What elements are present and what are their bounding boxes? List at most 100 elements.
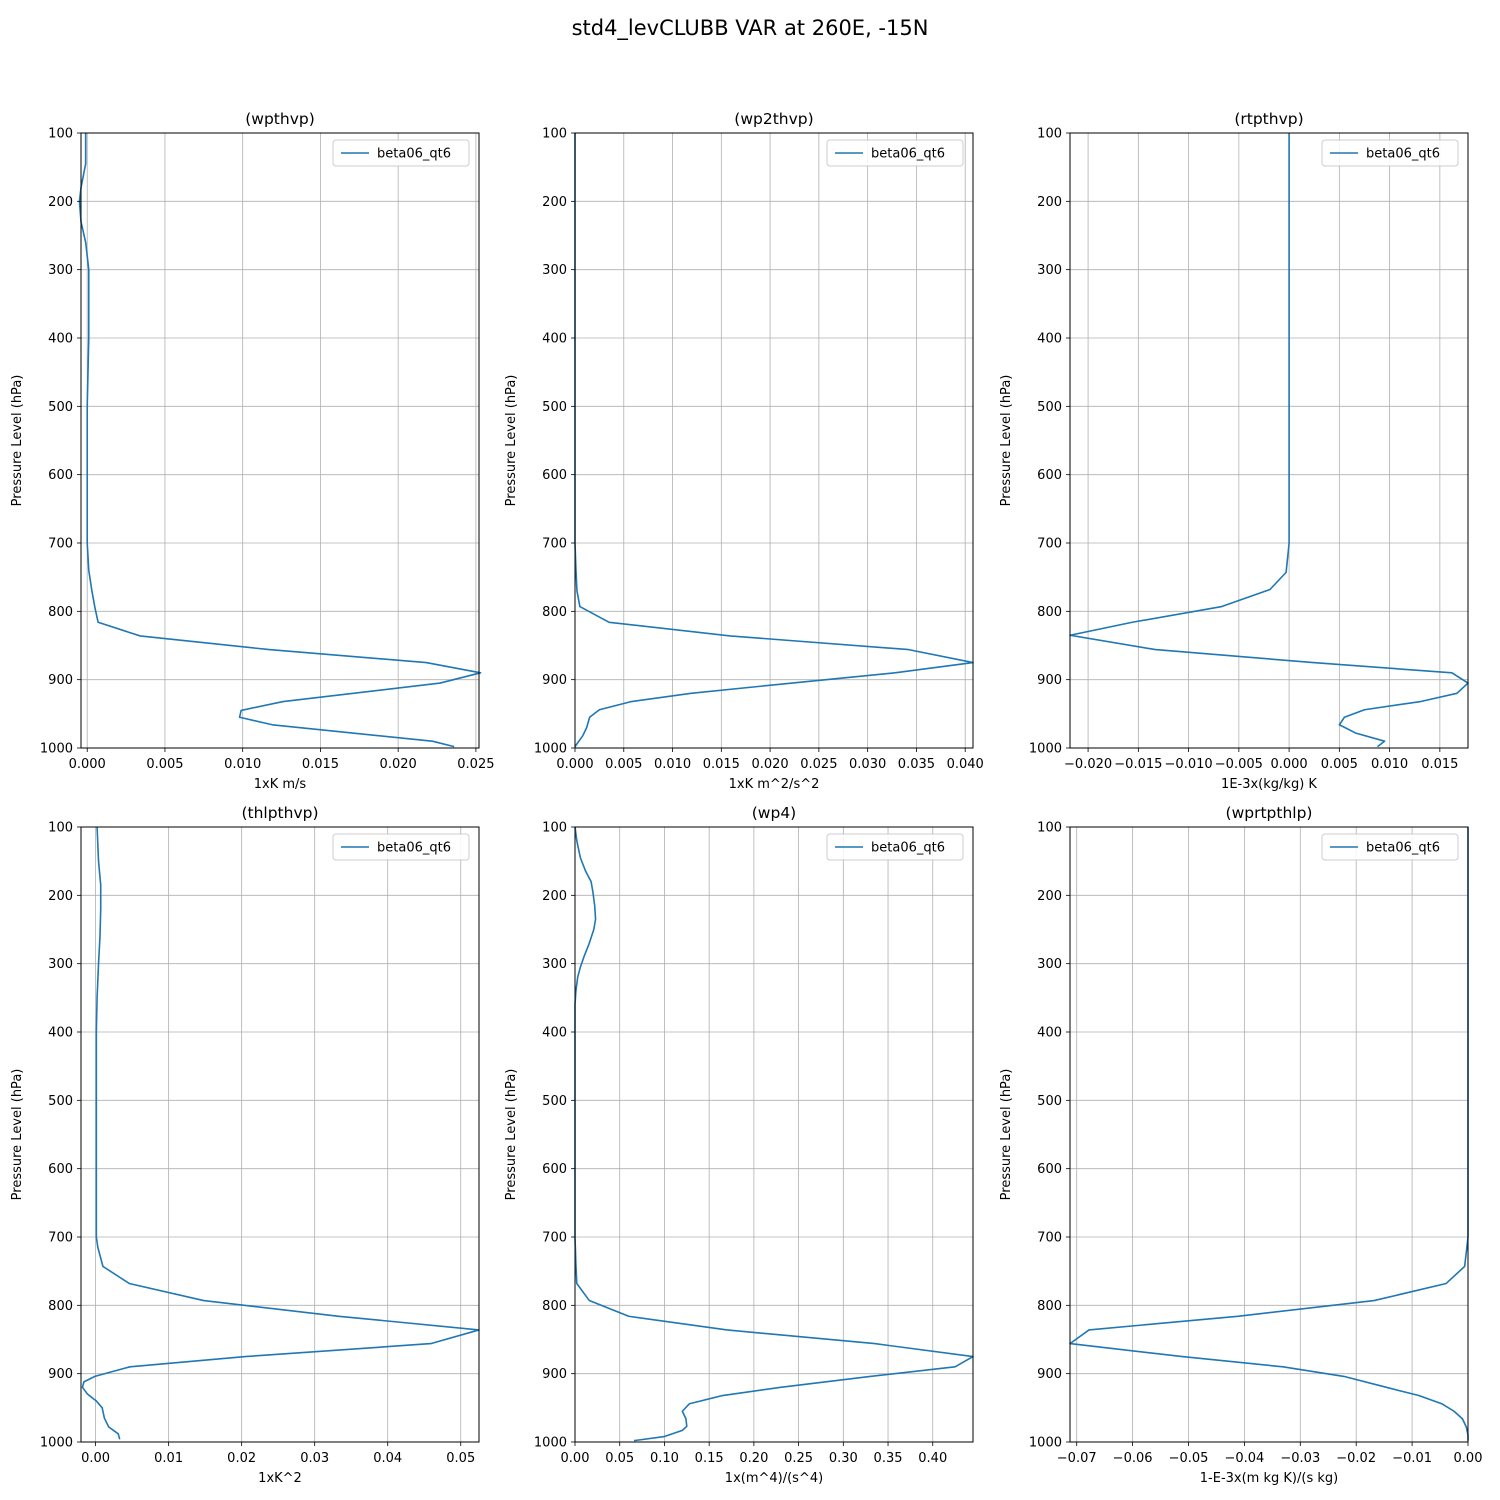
y-tick-label: 900 (542, 1367, 567, 1382)
y-tick-label: 300 (542, 263, 567, 278)
subplot-6: −0.07 −0.06 −0.05 −0.04 −0.03 −0.02 −0.01 0.00 1… (999, 804, 1482, 1486)
y-tick-label: 600 (542, 1162, 567, 1177)
y-tick-label: 200 (1037, 889, 1062, 904)
y-tick-label: 700 (48, 537, 73, 552)
x-tick-label: 0.020 (380, 757, 417, 772)
y-tick-label: 700 (1037, 1231, 1062, 1246)
x-axis-label: 1xK m/s (254, 777, 307, 792)
x-tick-label: −0.015 (1114, 757, 1162, 772)
y-tick-label: 500 (1037, 400, 1062, 415)
axes-frame (1069, 826, 1469, 1443)
y-axis-label: Pressure Level (hPa) (999, 1069, 1014, 1201)
y-tick-label: 400 (48, 1026, 73, 1041)
x-tick-label: 0.05 (605, 1451, 634, 1466)
x-tick-label: −0.010 (1165, 757, 1213, 772)
y-tick-label: 300 (1037, 957, 1062, 972)
y-tick-label: 500 (48, 1094, 73, 1109)
x-tick-label: 0.40 (918, 1451, 947, 1466)
y-tick-label: 400 (1037, 332, 1062, 347)
x-tick-label: 0.00 (561, 1451, 590, 1466)
x-tick-label: 0.10 (650, 1451, 679, 1466)
y-tick-label: 800 (1037, 605, 1062, 620)
y-tick-label: 1000 (1029, 742, 1062, 757)
legend: beta06_qt6 (332, 139, 470, 167)
x-axis-label: 1E-3x(kg/kg) K (1221, 777, 1317, 792)
y-tick-label: 200 (48, 195, 73, 210)
y-tick-label: 100 (542, 127, 567, 142)
y-tick-label: 1000 (40, 742, 73, 757)
legend-entry-label: beta06_qt6 (871, 147, 945, 162)
subplot-3: −0.020 −0.015 −0.010 −0.005 0.000 0.005 0.010 0… (999, 110, 1469, 792)
x-tick-label: 0.015 (302, 757, 339, 772)
series-line-beta06_qt6 (1069, 133, 1469, 748)
y-tick-label: 1000 (40, 1436, 73, 1451)
subplot-title: (thlpthvp) (241, 804, 318, 822)
x-tick-label: 0.015 (1421, 757, 1458, 772)
y-tick-label: 600 (1037, 1162, 1062, 1177)
axes-frame (80, 132, 480, 749)
y-tick-label: 1000 (534, 742, 567, 757)
axes-frame (574, 132, 974, 749)
x-axis-label: 1xK m^2/s^2 (729, 777, 820, 792)
x-tick-label: 0.30 (829, 1451, 858, 1466)
x-tick-label: 0.010 (224, 757, 261, 772)
legend-box (332, 833, 470, 861)
y-tick-label: 400 (542, 1026, 567, 1041)
x-tick-label: −0.03 (1280, 1451, 1320, 1466)
x-tick-label: 0.010 (654, 757, 691, 772)
figure-title: std4_levCLUBB VAR at 260E, -15N (571, 16, 929, 40)
legend: beta06_qt6 (1321, 139, 1459, 167)
series-line-beta06_qt6 (574, 826, 974, 1442)
legend-box (826, 833, 964, 861)
y-tick-label: 100 (48, 821, 73, 836)
legend-entry-label: beta06_qt6 (1366, 841, 1440, 856)
y-tick-label: 400 (542, 332, 567, 347)
subplot-2: 0.000 0.005 0.010 0.015 0.020 0.025 0.030 0.035… (504, 110, 984, 792)
x-tick-label: 0.010 (1371, 757, 1408, 772)
legend-entry-label: beta06_qt6 (871, 841, 945, 856)
y-axis-label: Pressure Level (hPa) (999, 375, 1014, 507)
x-tick-label: 0.35 (874, 1451, 903, 1466)
x-tick-label: 0.25 (784, 1451, 813, 1466)
x-tick-label: −0.05 (1169, 1451, 1209, 1466)
subplot-title: (wpthvp) (245, 110, 315, 128)
y-tick-label: 900 (1037, 673, 1062, 688)
y-tick-label: 500 (48, 400, 73, 415)
legend: beta06_qt6 (332, 833, 470, 861)
x-tick-label: 0.01 (154, 1451, 183, 1466)
y-axis-label: Pressure Level (hPa) (504, 375, 519, 507)
x-axis-label: 1xK^2 (258, 1471, 302, 1486)
y-tick-label: 800 (48, 605, 73, 620)
x-axis-label: 1-E-3x(m kg K)/(s kg) (1200, 1471, 1338, 1486)
x-tick-label: −0.01 (1392, 1451, 1432, 1466)
x-tick-label: −0.02 (1336, 1451, 1376, 1466)
x-tick-label: 0.030 (849, 757, 886, 772)
x-tick-label: 0.005 (1321, 757, 1358, 772)
subplot-title: (wp4) (752, 804, 796, 822)
y-tick-label: 800 (542, 1299, 567, 1314)
y-tick-label: 1000 (534, 1436, 567, 1451)
y-tick-label: 100 (1037, 127, 1062, 142)
y-tick-label: 900 (48, 1367, 73, 1382)
legend-box (332, 139, 470, 167)
y-tick-label: 100 (1037, 821, 1062, 836)
x-tick-label: −0.07 (1057, 1451, 1097, 1466)
y-tick-label: 800 (542, 605, 567, 620)
y-tick-label: 100 (542, 821, 567, 836)
axes-frame (574, 826, 974, 1443)
y-tick-label: 400 (1037, 1026, 1062, 1041)
subplot-5: 0.00 0.05 0.10 0.15 0.20 0.25 0.30 0.35 0.40 100 2… (504, 804, 974, 1486)
legend-entry-label: beta06_qt6 (377, 147, 451, 162)
y-tick-label: 700 (542, 537, 567, 552)
legend-box (1321, 139, 1459, 167)
subplot-4: 0.00 0.01 0.02 0.03 0.04 0.05 100 200 300 400 500 6… (10, 804, 480, 1486)
series-line-beta06_qt6 (78, 133, 482, 748)
y-tick-label: 300 (48, 263, 73, 278)
x-tick-label: 0.05 (446, 1451, 475, 1466)
legend-box (1321, 833, 1459, 861)
y-axis-label: Pressure Level (hPa) (504, 1069, 519, 1201)
y-axis-label: Pressure Level (hPa) (10, 1069, 25, 1201)
y-tick-label: 600 (48, 468, 73, 483)
x-tick-label: 0.02 (227, 1451, 256, 1466)
x-tick-label: 0.035 (898, 757, 935, 772)
